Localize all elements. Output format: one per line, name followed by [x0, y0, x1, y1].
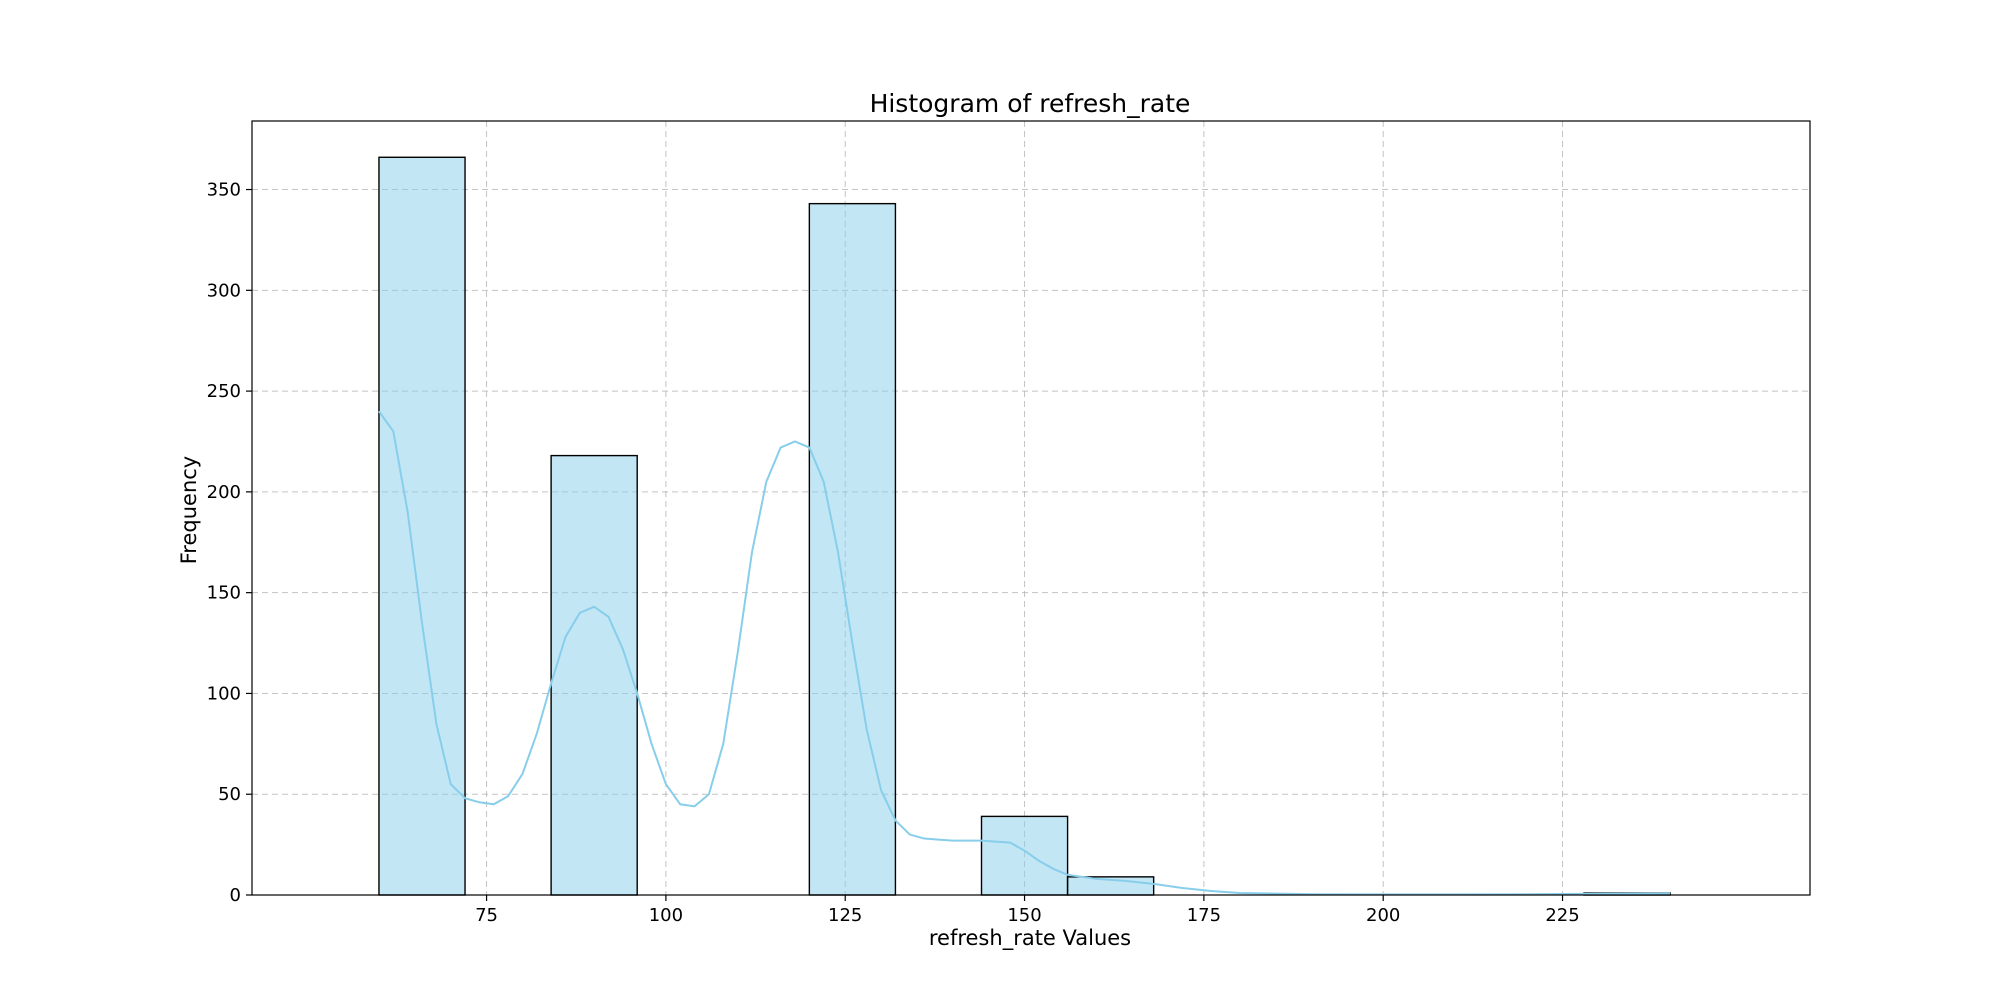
x-tick-label: 225: [1545, 905, 1579, 926]
y-tick-label: 250: [207, 381, 241, 402]
x-tick-label: 200: [1366, 905, 1400, 926]
x-axis-label: refresh_rate Values: [929, 926, 1131, 951]
y-axis-label: Frequency: [177, 456, 201, 565]
y-tick-label: 200: [207, 482, 241, 503]
y-tick-label: 350: [207, 180, 241, 201]
plot-frame: [251, 120, 1811, 896]
x-tick-label: 75: [475, 905, 498, 926]
y-axis-ticks: 0 50 100 150 200 250 300 350: [207, 180, 252, 906]
chart-title: Histogram of refresh_rate: [870, 89, 1191, 118]
histogram-bar: [550, 454, 638, 896]
histogram-bars: [378, 156, 1671, 896]
x-tick-label: 100: [649, 905, 683, 926]
x-tick-label: 125: [828, 905, 862, 926]
y-tick-label: 150: [207, 583, 241, 604]
y-tick-label: 0: [230, 885, 241, 906]
histogram-bar: [808, 202, 897, 896]
kde-curve: [378, 410, 1671, 896]
x-axis-ticks: 75 100 125 150 175 200 225: [475, 895, 1580, 926]
y-tick-label: 100: [207, 683, 241, 704]
histogram-bar: [980, 815, 1069, 896]
y-tick-label: 50: [218, 784, 241, 805]
x-tick-label: 175: [1187, 905, 1221, 926]
x-tick-label: 150: [1007, 905, 1041, 926]
y-tick-label: 300: [207, 280, 241, 301]
histogram-bar: [378, 156, 466, 896]
